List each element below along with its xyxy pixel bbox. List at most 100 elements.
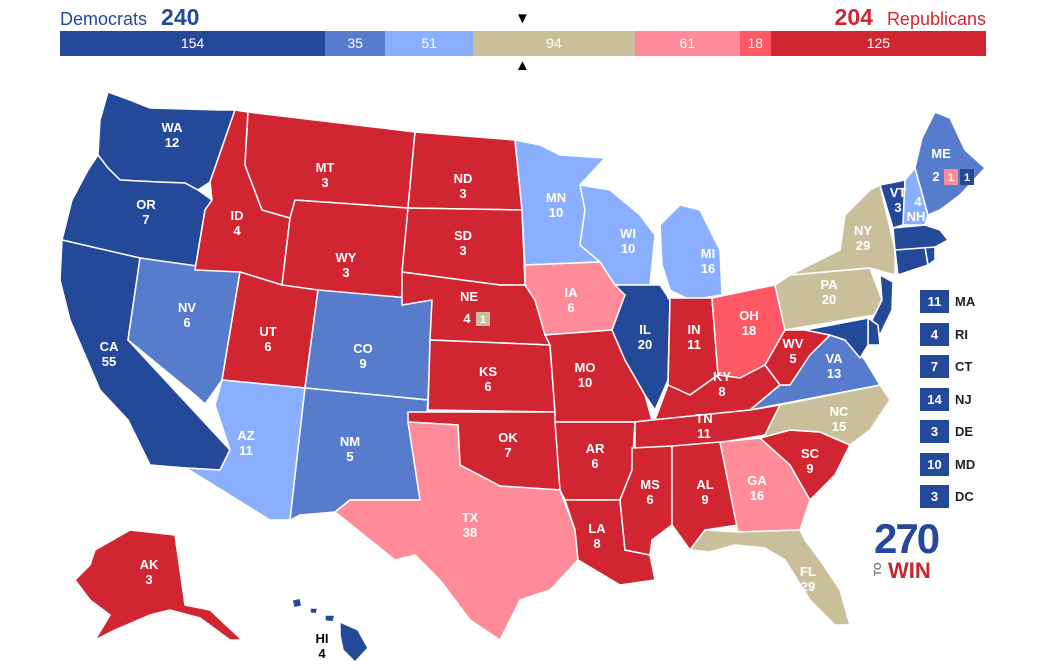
label-me-d1: 1	[948, 172, 954, 184]
state-nh[interactable]	[902, 167, 929, 226]
state-mi[interactable]	[659, 204, 723, 301]
small-state-nj[interactable]: 14 NJ	[920, 387, 990, 411]
label-tx-abbr: TX	[462, 510, 479, 525]
label-nd-ev: 3	[459, 186, 466, 201]
small-state-abbr: DE	[955, 424, 974, 439]
label-wa-ev: 12	[165, 135, 179, 150]
label-pa-ev: 20	[822, 292, 836, 307]
logo-number: 270	[874, 515, 940, 562]
label-ia-abbr: IA	[565, 285, 579, 300]
label-mi-abbr: MI	[701, 246, 715, 261]
label-al-ev: 9	[701, 492, 708, 507]
state-ma[interactable]	[892, 224, 949, 251]
label-ms-ev: 6	[646, 492, 653, 507]
state-md[interactable]	[804, 317, 869, 359]
label-wi-abbr: WI	[620, 226, 636, 241]
label-nv-ev: 6	[183, 315, 190, 330]
state-il[interactable]	[611, 284, 671, 411]
label-mn-abbr: MN	[546, 190, 566, 205]
state-tx[interactable]	[334, 421, 579, 641]
label-ky-ev: 8	[718, 384, 725, 399]
label-wi-ev: 10	[621, 241, 635, 256]
small-state-ma[interactable]: 11 MA	[920, 290, 990, 313]
label-ut-ev: 6	[264, 339, 271, 354]
small-state-md[interactable]: 10 MD	[920, 452, 990, 476]
label-co-ev: 9	[359, 356, 366, 371]
small-state-ev-box: 3	[920, 420, 949, 443]
tally-segment-lean-rep: 61	[634, 31, 740, 56]
midpoint-marker-top: ▼	[515, 10, 530, 27]
label-hi-abbr: HI	[316, 631, 329, 646]
small-state-ev-box: 14	[920, 387, 949, 411]
democrats-label: Democrats	[60, 9, 148, 29]
label-me-abbr: ME	[931, 146, 951, 161]
label-il-abbr: IL	[639, 322, 651, 337]
tally-segment-lean-dem: 51	[385, 31, 474, 56]
label-tn-ev: 11	[697, 426, 711, 441]
label-al-abbr: AL	[696, 477, 713, 492]
label-in-ev: 11	[687, 337, 701, 352]
small-state-de[interactable]: 3 DE	[920, 420, 990, 443]
label-ca-ev: 55	[102, 354, 116, 369]
democrats-summary: Democrats 240	[60, 4, 199, 31]
tally-header: Democrats 240 204 Republicans ▼ 154 35 51 9…	[0, 0, 1050, 80]
label-wy-ev: 3	[342, 265, 349, 280]
label-ks-abbr: KS	[479, 364, 497, 379]
me-district-2-box[interactable]	[960, 169, 974, 185]
tally-segment-safe-rep: 125	[770, 31, 986, 56]
label-me-d2: 1	[964, 172, 970, 184]
small-state-ri[interactable]: 4 RI	[920, 322, 990, 346]
republicans-total: 204	[834, 4, 873, 30]
label-il-ev: 20	[638, 337, 652, 352]
label-mo-abbr: MO	[575, 360, 596, 375]
label-ga-ev: 16	[750, 488, 764, 503]
label-id-ev: 4	[233, 223, 241, 238]
label-wy-abbr: WY	[336, 250, 357, 265]
label-wv-abbr: WV	[783, 336, 804, 351]
270towin-logo[interactable]: 270 TO WIN	[872, 518, 952, 584]
small-state-ev-box: 10	[920, 452, 949, 476]
state-ct[interactable]	[894, 246, 929, 276]
label-ak-ev: 3	[145, 572, 152, 587]
electoral-vote-bar: 154 35 51 94 61 18 125	[60, 31, 986, 56]
small-state-abbr: CT	[955, 359, 973, 374]
democrats-total: 240	[161, 4, 200, 30]
label-mt-abbr: MT	[316, 160, 335, 175]
label-or-ev: 7	[142, 212, 149, 227]
state-ak[interactable]	[74, 529, 243, 641]
label-sd-abbr: SD	[454, 228, 472, 243]
label-nc-abbr: NC	[830, 404, 849, 419]
label-ne-district: 1	[480, 314, 486, 326]
label-la-ev: 8	[593, 536, 600, 551]
label-nm-ev: 5	[346, 449, 353, 464]
label-ne-abbr: NE	[460, 289, 478, 304]
state-labels: WA 12 OR 7 CA 55 NV 6 ID 4 MT 3 WY 3 UT …	[100, 120, 974, 661]
me-district-1-box[interactable]	[944, 169, 958, 185]
midpoint-marker-bottom: ▲	[515, 57, 530, 74]
state-ny[interactable]	[789, 184, 896, 276]
ne-district-box[interactable]	[476, 312, 490, 326]
label-nm-abbr: NM	[340, 434, 360, 449]
label-nh-abbr: NH	[907, 209, 926, 224]
small-state-dc[interactable]: 3 DC	[920, 485, 990, 508]
small-state-abbr: MD	[955, 456, 976, 472]
label-ut-abbr: UT	[259, 324, 276, 339]
label-ny-ev: 29	[856, 238, 870, 253]
map-svg: WA 12 OR 7 CA 55 NV 6 ID 4 MT 3 WY 3 UT …	[59, 91, 986, 663]
label-pa-abbr: PA	[820, 277, 838, 292]
label-ny-abbr: NY	[854, 223, 872, 238]
state-me[interactable]	[914, 111, 986, 216]
small-state-ct[interactable]: 7 CT	[920, 355, 990, 378]
tally-segment-safe-dem: 154	[60, 31, 326, 56]
tally-segment-likely-dem: 35	[325, 31, 386, 56]
small-state-ev-box: 4	[920, 322, 949, 346]
small-state-ev-box: 3	[920, 485, 949, 508]
label-az-ev: 11	[239, 443, 253, 458]
small-state-abbr: MA	[955, 294, 976, 309]
label-vt-abbr: VT	[890, 185, 907, 200]
state-fl[interactable]	[689, 529, 851, 626]
state-hi[interactable]	[291, 597, 369, 663]
label-sc-ev: 9	[806, 461, 813, 476]
republicans-label: Republicans	[886, 9, 986, 29]
state-nj[interactable]	[871, 274, 894, 336]
